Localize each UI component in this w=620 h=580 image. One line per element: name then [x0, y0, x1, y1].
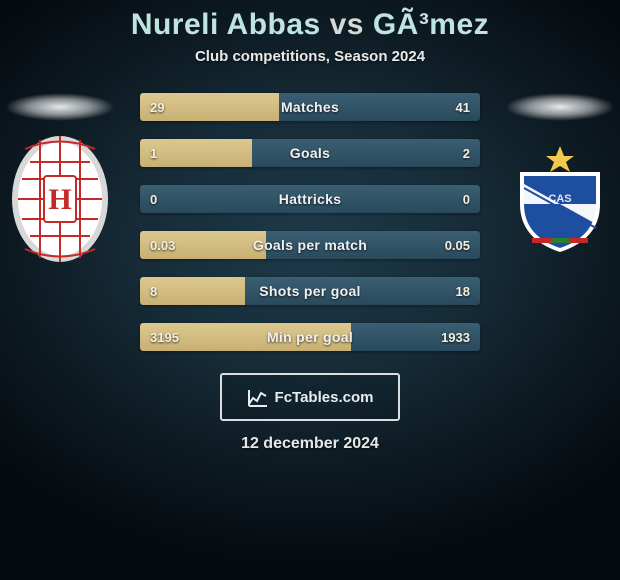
date-label: 12 december 2024	[0, 435, 620, 453]
right-team-crest: CAS	[500, 93, 620, 259]
stat-row: 31951933Min per goal	[140, 323, 480, 351]
stat-label: Matches	[140, 93, 480, 121]
left-team-crest: H	[0, 93, 120, 259]
stat-label: Goals per match	[140, 231, 480, 259]
stat-label: Shots per goal	[140, 277, 480, 305]
stat-label: Min per goal	[140, 323, 480, 351]
stat-row: 2941Matches	[140, 93, 480, 121]
player2-name: GÃ³mez	[373, 8, 489, 41]
brand-badge: FcTables.com	[220, 373, 400, 421]
velez-crest-icon: CAS	[510, 139, 610, 259]
stat-row: 0.030.05Goals per match	[140, 231, 480, 259]
stats-bars: 2941Matches 12Goals 00Hattricks 0.030.05Goa…	[140, 93, 480, 351]
svg-text:H: H	[48, 183, 71, 216]
chart-icon	[247, 386, 269, 408]
subtitle: Club competitions, Season 2024	[0, 48, 620, 65]
stat-label: Goals	[140, 139, 480, 167]
page-title: Nureli Abbas vs GÃ³mez	[0, 8, 620, 42]
halo-glow	[5, 93, 115, 121]
halo-glow	[505, 93, 615, 121]
brand-text: FcTables.com	[275, 389, 374, 406]
player1-name: Nureli Abbas	[131, 8, 321, 41]
stat-row: 818Shots per goal	[140, 277, 480, 305]
stat-label: Hattricks	[140, 185, 480, 213]
vs-separator: vs	[330, 8, 364, 41]
stat-row: 12Goals	[140, 139, 480, 167]
svg-text:CAS: CAS	[548, 193, 571, 205]
huracan-crest-icon: H	[10, 139, 110, 259]
stat-row: 00Hattricks	[140, 185, 480, 213]
